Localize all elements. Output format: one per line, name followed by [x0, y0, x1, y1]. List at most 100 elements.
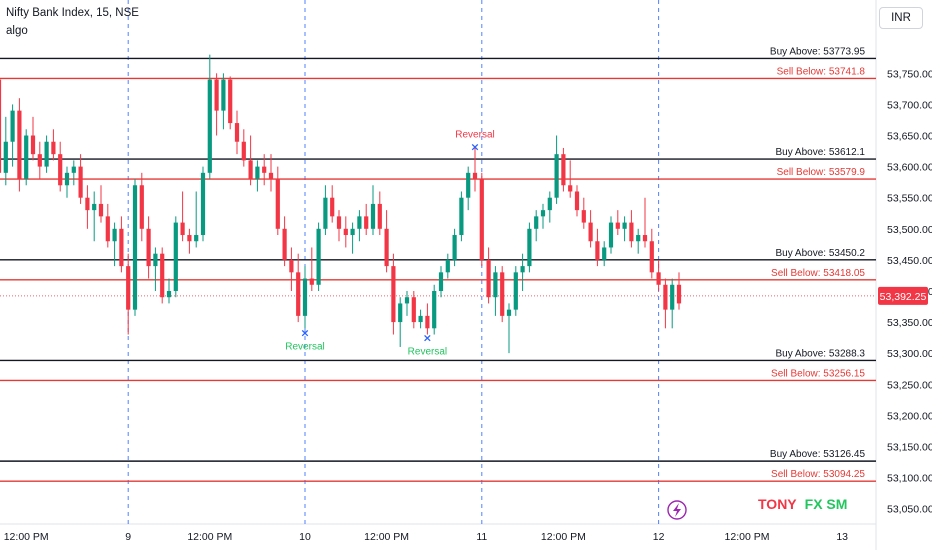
- candle-bear: [642, 235, 648, 242]
- candle-bull: [92, 203, 97, 211]
- candle-bull: [166, 290, 172, 298]
- candle-bear: [364, 216, 369, 229]
- candle-bull: [194, 235, 199, 242]
- signal-marker-icon: ×: [470, 141, 479, 154]
- y-tick-label: 53,300.00: [887, 348, 932, 360]
- candle-bull: [71, 166, 76, 173]
- y-tick-label: 53,650.00: [887, 131, 932, 143]
- x-tick-label: 9: [125, 531, 131, 543]
- buy-level-label: Buy Above: 53612.1: [775, 147, 865, 158]
- candle-bear: [391, 266, 396, 323]
- candle-bear: [282, 228, 287, 260]
- candle-bear: [309, 278, 314, 285]
- candle-bear: [330, 197, 335, 217]
- candle-bull: [452, 235, 457, 260]
- candle-bear: [676, 284, 682, 304]
- candle-bear: [289, 259, 294, 273]
- candle-bear: [119, 228, 124, 267]
- candle-bull: [173, 222, 178, 291]
- candle-bull: [506, 309, 512, 316]
- candle-bull: [432, 290, 437, 329]
- y-tick-label: 53,450.00: [887, 255, 932, 267]
- candle-bear: [98, 203, 104, 217]
- candle-bull: [459, 197, 464, 236]
- candle-bull: [540, 210, 546, 217]
- candle-bull: [670, 284, 675, 310]
- candle-bear: [296, 272, 301, 316]
- candle-bull: [132, 185, 138, 310]
- candle-bull: [302, 278, 308, 316]
- current-price-badge: [878, 286, 928, 305]
- brand-part-2: FX SM: [804, 496, 848, 512]
- candle-bull: [316, 228, 321, 285]
- y-tick-label: 53,250.00: [887, 379, 932, 391]
- y-tick-label: 53,600.00: [887, 162, 932, 174]
- signal-marker-icon: ×: [423, 332, 432, 345]
- candle-bear: [139, 185, 144, 229]
- candle-bear: [30, 135, 36, 155]
- candle-bear: [425, 315, 430, 329]
- candle-bull: [527, 228, 532, 267]
- candle-bear: [160, 253, 165, 298]
- candle-bull: [622, 222, 627, 229]
- y-tick-label: 53,200.00: [887, 410, 932, 422]
- candle-bear: [248, 160, 253, 180]
- brand-part-1: TONY: [758, 496, 797, 512]
- candle-bear: [336, 216, 342, 229]
- candle-bull: [493, 272, 498, 298]
- buy-level-label: Buy Above: 53288.3: [775, 348, 865, 359]
- candle-bear: [180, 222, 185, 236]
- candle-bear: [500, 272, 505, 316]
- candle-bull: [370, 203, 376, 229]
- candle-bull: [445, 259, 450, 273]
- candle-bear: [126, 266, 131, 310]
- candle-bull: [608, 222, 614, 248]
- candle-bull: [350, 228, 355, 236]
- candle-bull: [10, 110, 15, 142]
- sell-level-label: Sell Below: 53741.8: [777, 66, 866, 77]
- currency-button[interactable]: INR: [879, 7, 923, 29]
- candle-bear: [58, 154, 63, 186]
- y-tick-label: 53,350.00: [887, 317, 932, 329]
- brand-watermark: TONY FX SM: [758, 496, 847, 512]
- y-tick-label: 53,700.00: [887, 99, 932, 111]
- candle-bear: [146, 228, 151, 267]
- candle-bull: [221, 79, 226, 111]
- candle-bull: [3, 141, 8, 173]
- candle-bear: [262, 166, 267, 173]
- lightning-icon-ring: [667, 500, 687, 520]
- candle-bull: [255, 166, 260, 180]
- candle-bear: [228, 79, 233, 124]
- chart-title: Nifty Bank Index, 15, NSE: [6, 7, 139, 19]
- x-tick-label: 11: [476, 531, 487, 543]
- candle-bear: [588, 222, 593, 242]
- candle-bull: [534, 216, 539, 229]
- sell-level-label: Sell Below: 53579.9: [777, 167, 866, 178]
- candle-bull: [554, 154, 559, 198]
- candle-bear: [595, 241, 600, 260]
- candle-bull: [602, 247, 607, 260]
- y-tick-label: 53,100.00: [887, 473, 932, 485]
- candle-bear: [343, 228, 348, 236]
- candle-bear: [17, 110, 22, 180]
- candle-bull: [547, 197, 552, 211]
- signal-marker-icon: ×: [300, 327, 309, 340]
- candle-bear: [377, 203, 382, 229]
- candle-bull: [438, 272, 444, 291]
- candle-bull: [520, 266, 525, 273]
- signal-label: Reversal: [285, 342, 324, 353]
- candle-bear: [105, 216, 110, 242]
- candle-bull: [112, 228, 117, 242]
- candle-bull: [153, 253, 158, 267]
- y-tick-label: 53,500.00: [887, 224, 932, 236]
- candle-bull: [64, 172, 70, 186]
- candle-bull: [404, 297, 410, 304]
- sell-level-label: Sell Below: 53418.05: [771, 268, 865, 279]
- lightning-icon: [667, 500, 687, 520]
- candle-bear: [187, 235, 192, 242]
- candle-bear: [0, 79, 2, 173]
- x-tick-label: 13: [836, 531, 848, 543]
- candle-bull: [636, 235, 641, 242]
- x-tick-label: 12:00 PM: [725, 531, 770, 543]
- candle-bull: [513, 272, 518, 310]
